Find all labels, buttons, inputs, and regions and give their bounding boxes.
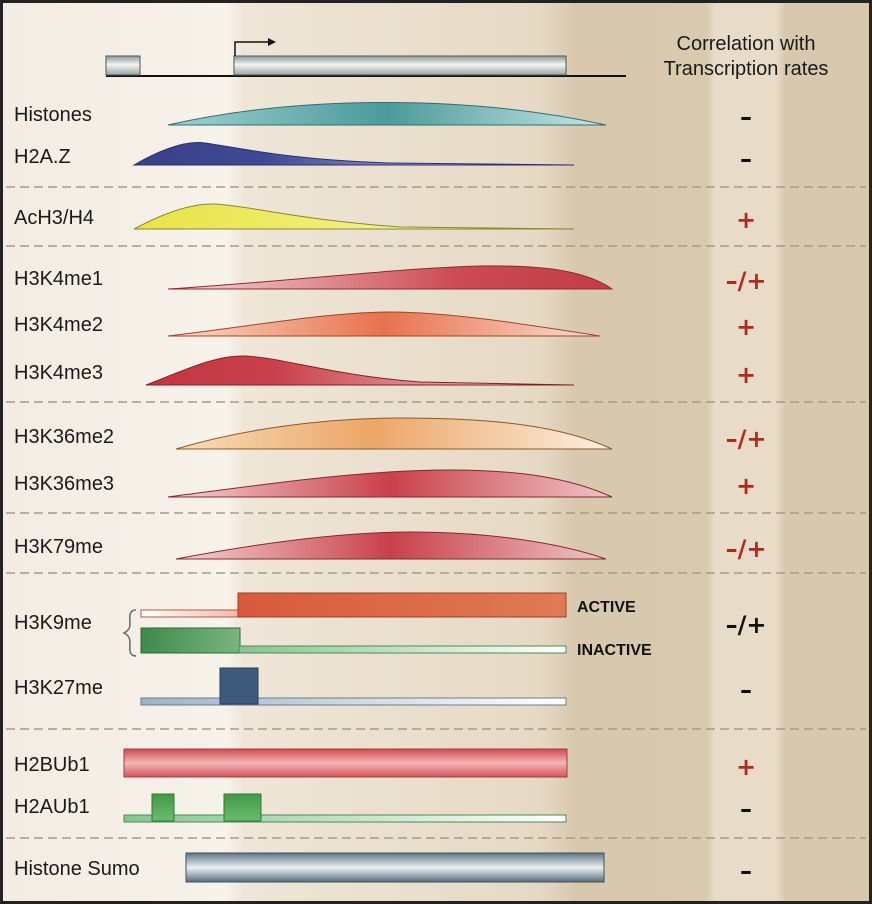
gene-body — [233, 55, 567, 76]
row-label-h3k27me: H3K27me — [14, 677, 103, 699]
sign-ach3-h4: + — [736, 206, 756, 234]
row-label-h2bub1: H2BUb1 — [14, 754, 90, 776]
row-label-h3k79me: H3K79me — [14, 536, 103, 558]
row-label-h3k4me2: H3K4me2 — [14, 314, 103, 336]
sign-h2a-z: – — [740, 145, 752, 173]
h3k9me-inactive-bar — [140, 627, 241, 654]
h3k9me-active-bar — [237, 592, 567, 618]
row-label-h3k9me: H3K9me — [14, 612, 92, 634]
h2bub1-bar — [123, 748, 568, 778]
correlation-header-line2: Transcription rates — [664, 58, 829, 80]
row-label-h3k4me3: H3K4me3 — [14, 362, 103, 384]
sign-h3k4me3: + — [736, 361, 756, 389]
h3k9me-active-label: ACTIVE — [577, 599, 636, 616]
sign-h3k79me: –/+ — [726, 535, 767, 563]
group-dividers — [6, 186, 866, 839]
exon-1 — [105, 55, 141, 76]
sign-h2aub1: – — [740, 795, 752, 823]
profile-h3k36me2 — [175, 417, 613, 450]
sign-h3k9me: –/+ — [726, 611, 767, 639]
row-label-h3k4me1: H3K4me1 — [14, 268, 103, 290]
h3k9me-active-thin — [140, 609, 240, 618]
profile-h3k4me2 — [167, 311, 601, 337]
row-label-h3k36me3: H3K36me3 — [14, 473, 114, 495]
h3k27me-thin — [140, 697, 567, 706]
correlation-signs: – – + –/+ + + –/+ + –/+ –/+ – + – – — [726, 103, 767, 885]
sign-histones: – — [740, 103, 752, 131]
profile-h3k4me3 — [145, 355, 575, 386]
sign-h3k4me1: –/+ — [726, 267, 767, 295]
profile-h2a-z — [132, 141, 575, 166]
h2aub1-peak-2 — [223, 793, 262, 822]
sign-h3k36me2: –/+ — [726, 425, 767, 453]
row-label-ach3-h4: AcH3/H4 — [14, 207, 94, 229]
sign-h3k4me2: + — [736, 313, 756, 341]
profile-ach3-h4 — [133, 203, 575, 230]
tss-arrow — [234, 41, 268, 56]
sign-h2bub1: + — [736, 753, 756, 781]
row-label-h3k36me2: H3K36me2 — [14, 426, 114, 448]
profile-h3k4me1 — [167, 265, 614, 290]
row-label-h2aub1: H2AUb1 — [14, 796, 90, 818]
h3k9me-brace — [122, 609, 137, 657]
correlation-header-line1: Correlation with — [677, 33, 816, 55]
row-label-h2a-z: H2A.Z — [14, 146, 71, 168]
h3k27me-peak — [219, 667, 259, 705]
h2aub1-peak-1 — [151, 793, 175, 822]
sign-histone-sumo: – — [740, 857, 752, 885]
h3k9me-inactive-label: INACTIVE — [577, 642, 652, 659]
h3k9me-inactive-thin — [238, 645, 567, 654]
tss-arrowhead — [268, 38, 276, 46]
histone-sumo-bar — [185, 852, 605, 883]
profile-h3k79me — [175, 531, 607, 560]
sign-h3k27me: – — [740, 676, 752, 704]
sign-h3k36me3: + — [736, 472, 756, 500]
row-label-histone-sumo: Histone Sumo — [14, 858, 140, 880]
profile-h3k36me3 — [167, 469, 613, 498]
gene-schematic — [105, 38, 626, 77]
h2aub1-thin — [123, 814, 567, 823]
row-label-histones: Histones — [14, 104, 92, 126]
profile-histones — [167, 102, 607, 126]
